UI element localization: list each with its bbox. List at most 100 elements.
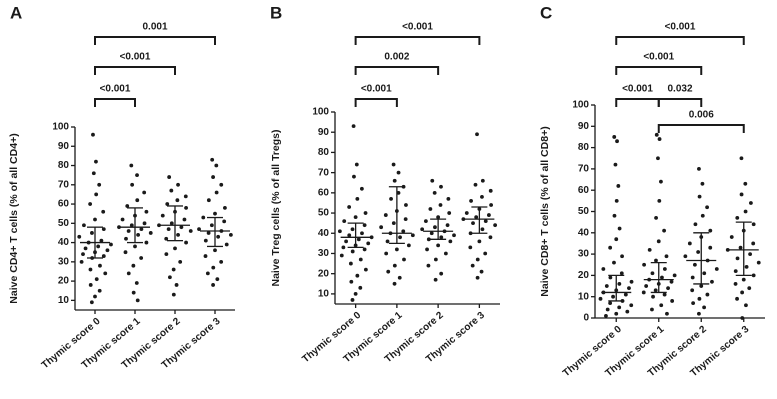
data-point [94, 277, 99, 282]
data-point [183, 194, 188, 199]
data-point [93, 294, 97, 299]
data-point [756, 260, 761, 265]
p-value: <0.001 [100, 84, 131, 95]
y-tick-label: 40 [58, 237, 70, 248]
data-point [691, 301, 696, 305]
data-point [654, 215, 658, 220]
data-point [167, 175, 172, 179]
data-point [175, 198, 180, 203]
data-point [702, 305, 707, 310]
data-point [432, 190, 437, 195]
data-point [157, 223, 161, 228]
data-point [169, 221, 174, 226]
data-point [625, 309, 630, 314]
data-point [700, 213, 705, 218]
data-point [651, 294, 655, 299]
data-point [219, 182, 224, 187]
data-point [439, 235, 444, 240]
data-point [123, 250, 128, 255]
data-point [488, 188, 493, 193]
data-point [702, 271, 707, 276]
significance-bracket [657, 98, 703, 107]
data-point [79, 259, 84, 264]
y-tick-label: 10 [58, 295, 70, 306]
data-point [473, 182, 478, 187]
data-point [88, 267, 93, 272]
y-tick-label: 60 [318, 187, 330, 198]
data-point [164, 252, 169, 257]
data-point [363, 211, 368, 215]
y-tick-label: 70 [578, 164, 590, 175]
data-point [445, 223, 450, 228]
data-point [396, 190, 401, 195]
p-value: 0.001 [142, 22, 167, 33]
data-point [353, 291, 358, 296]
data-point [211, 283, 215, 287]
data-point [428, 207, 433, 211]
data-point [165, 202, 170, 206]
significance-bracket [615, 98, 660, 107]
data-point [487, 213, 491, 217]
data-point [430, 178, 435, 183]
data-point [351, 124, 356, 129]
data-point [350, 298, 355, 302]
data-point [433, 257, 438, 262]
data-point [214, 190, 219, 195]
data-point [342, 219, 347, 224]
y-axis-label: Naive CD8+ T cells (% of all CD8+) [539, 126, 551, 296]
data-point [620, 254, 624, 259]
data-point [748, 252, 753, 256]
data-point [131, 290, 136, 295]
data-point [657, 198, 662, 203]
y-tick-label: 90 [58, 141, 70, 152]
y-tick-label: 60 [58, 199, 70, 210]
data-point [420, 227, 425, 232]
data-point [171, 267, 176, 272]
data-point [615, 139, 619, 144]
data-point [359, 186, 364, 191]
data-point [205, 271, 210, 276]
data-point [125, 204, 130, 208]
y-tick-label: 30 [318, 248, 330, 259]
data-point [352, 174, 356, 179]
data-point [743, 181, 748, 186]
data-point [391, 221, 396, 226]
data-point [356, 237, 361, 242]
data-point [182, 217, 187, 222]
data-point [348, 261, 353, 266]
y-tick-label: 90 [318, 127, 330, 138]
data-point [224, 242, 229, 247]
data-point [350, 227, 355, 232]
data-point [404, 203, 408, 207]
data-point [389, 197, 393, 201]
data-point [353, 215, 358, 219]
data-point [659, 303, 664, 308]
data-point [436, 243, 441, 248]
data-point [436, 215, 441, 219]
data-point [392, 281, 397, 286]
data-point [362, 247, 367, 252]
panel-label: C [540, 3, 552, 22]
data-point [612, 135, 617, 139]
data-point [751, 273, 756, 278]
data-point [386, 269, 391, 274]
y-tick-label: 0 [583, 313, 589, 324]
data-point [99, 238, 104, 243]
data-point [176, 182, 180, 187]
data-point [480, 194, 484, 199]
data-point [705, 292, 710, 297]
data-point [360, 231, 364, 236]
data-point [403, 217, 408, 222]
data-point [644, 284, 649, 288]
data-point [176, 232, 180, 237]
data-point [693, 222, 698, 227]
y-tick-label: 80 [318, 147, 330, 158]
y-tick-label: 20 [578, 270, 590, 281]
data-point [173, 246, 177, 251]
p-value: <0.001 [120, 52, 151, 63]
data-point [735, 256, 740, 261]
y-tick-label: 40 [578, 227, 590, 238]
data-point [355, 197, 360, 201]
data-point [489, 203, 493, 207]
data-point [480, 227, 485, 232]
